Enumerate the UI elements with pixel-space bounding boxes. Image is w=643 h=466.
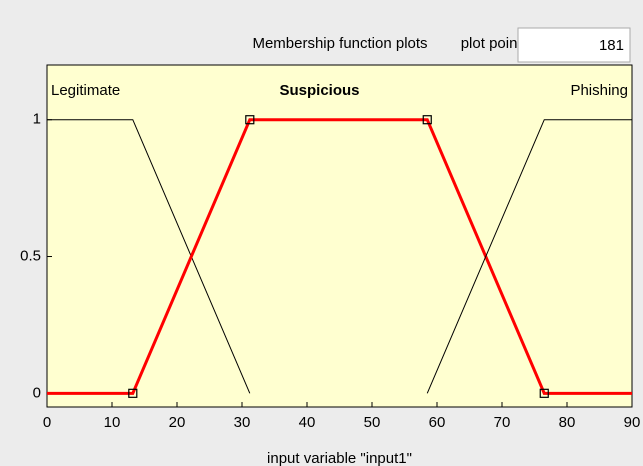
plot-points-label: plot points: [461, 35, 534, 52]
y-tick-label: 1 [33, 111, 41, 128]
x-tick-label: 0 [43, 414, 51, 431]
x-tick-label: 50 [364, 414, 381, 431]
header-title: Membership function plots [252, 35, 427, 52]
membership-line [47, 119, 251, 394]
y-tick-label: 0.5 [20, 247, 41, 264]
x-tick-label: 10 [104, 414, 121, 431]
x-tick-label: 90 [624, 414, 641, 431]
x-tick-label: 40 [299, 414, 316, 431]
vertex-marker [245, 115, 255, 125]
x-tick-label: 60 [429, 414, 446, 431]
plot-points-input[interactable] [517, 27, 631, 63]
x-tick-label: 30 [234, 414, 251, 431]
x-axis-label: input variable "input1" [267, 450, 412, 466]
x-tick-label: 80 [559, 414, 576, 431]
plot-points-value[interactable]: 181 [599, 37, 624, 54]
series-label: Suspicious [279, 82, 359, 99]
membership-line [426, 119, 632, 394]
y-tick-label: 0 [33, 384, 41, 401]
vertex-marker [128, 388, 138, 398]
membership-line [47, 118, 632, 395]
x-tick-label: 20 [169, 414, 186, 431]
x-tick-label: 70 [494, 414, 511, 431]
series-label: Phishing [570, 82, 628, 99]
series-label: Legitimate [51, 82, 120, 99]
plot-area [46, 64, 633, 408]
vertex-marker [539, 388, 549, 398]
vertex-marker [422, 115, 432, 125]
